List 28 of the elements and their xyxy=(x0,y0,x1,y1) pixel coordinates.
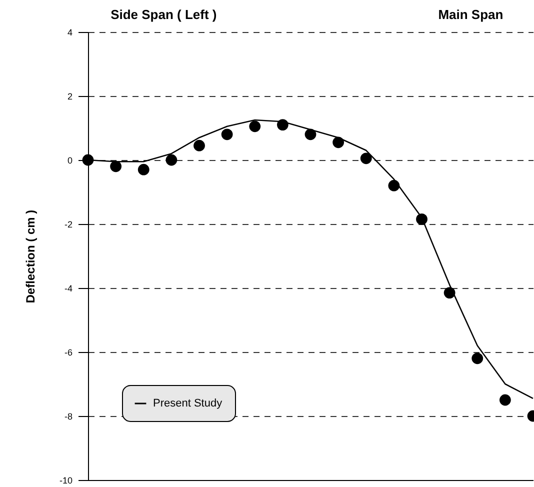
y-tick-label: -2 xyxy=(64,220,72,230)
y-tick-label: -8 xyxy=(64,412,72,422)
point xyxy=(138,164,150,176)
point xyxy=(194,140,205,152)
point xyxy=(304,128,316,140)
text: Main Span xyxy=(438,7,504,22)
point xyxy=(110,160,122,172)
point xyxy=(276,119,288,130)
y-axis-title: Deflection ( cm ) xyxy=(23,210,38,304)
y-tick-label: 0 xyxy=(67,156,72,166)
point xyxy=(360,152,372,164)
y-tick-label: -10 xyxy=(59,476,72,486)
point xyxy=(416,214,428,225)
text: Side Span ( Left ) xyxy=(110,7,217,22)
point xyxy=(82,154,94,166)
point xyxy=(472,352,484,364)
point xyxy=(221,128,233,140)
point xyxy=(332,136,344,148)
legend-label: Present Study xyxy=(153,398,223,410)
point xyxy=(249,120,261,132)
point xyxy=(388,180,400,192)
point xyxy=(444,287,456,298)
y-tick-label: -4 xyxy=(64,284,72,294)
y-tick-label: 4 xyxy=(67,28,72,38)
point xyxy=(499,394,511,406)
point xyxy=(166,154,178,166)
y-tick-label: 2 xyxy=(67,92,72,102)
y-tick-label: -6 xyxy=(64,348,72,358)
